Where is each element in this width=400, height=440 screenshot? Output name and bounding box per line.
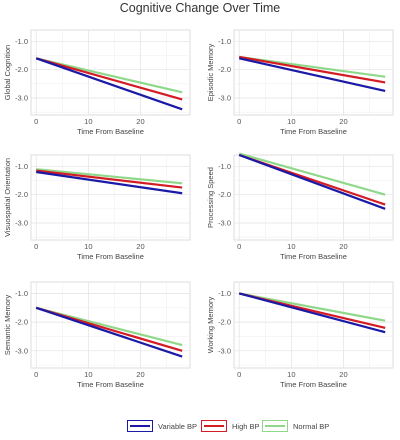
y-axis-label: Episodic Memory	[206, 43, 215, 101]
chart-panel-global-cognition: 0 10 20 -1.0 -2.0 -3.0 Time From Baseline Globa…	[3, 29, 191, 136]
y-tick-label: -2.0	[218, 318, 231, 327]
x-tick-label: 20	[136, 117, 144, 126]
plot-area	[30, 29, 191, 116]
legend-item-variable-bp: Variable BP	[127, 418, 197, 434]
x-tick-label: 10	[84, 370, 92, 379]
chart-panel-processing-speed: 0 10 20 -1.0 -2.0 -3.0 Time From Baseline Proce…	[206, 152, 394, 261]
x-axis-label: Time From Baseline	[77, 127, 144, 136]
y-axis-label: Working Memory	[206, 296, 215, 353]
series-line-high-bp	[239, 55, 386, 84]
x-axis-label: Time From Baseline	[280, 380, 347, 389]
legend-label-variable-bp: Variable BP	[158, 421, 198, 431]
y-tick-label: -1.0	[218, 289, 231, 298]
x-tick-label: 20	[136, 242, 144, 251]
y-tick-label: -3.0	[15, 219, 28, 228]
y-tick-label: -2.0	[15, 65, 28, 74]
chart-panel-working-memory: 0 10 20 -1.0 -2.0 -3.0 Time From Baseline Worki…	[206, 281, 394, 389]
x-tick-label: 10	[287, 370, 295, 379]
y-tick-label: -1.0	[218, 37, 231, 46]
y-axis-label: Visuospatial Orientation	[3, 158, 12, 237]
legend-item-normal-bp: Normal BP	[262, 418, 329, 434]
y-tick-label: -3.0	[15, 346, 28, 355]
legend-label-normal-bp: Normal BP	[293, 421, 330, 431]
y-tick-label: -1.0	[218, 162, 231, 171]
chart-panel-semantic-memory: 0 10 20 -1.0 -2.0 -3.0 Time From Baseline Seman…	[3, 281, 191, 389]
figure-title: Cognitive Change Over Time	[119, 1, 281, 15]
series-line-high-bp	[35, 57, 183, 101]
y-axis-label: Global Cognition	[3, 45, 12, 100]
chart-grid: 0 10 20 -1.0 -2.0 -3.0 Time From Baseline Globa…	[3, 29, 394, 389]
series-line-variable-bp	[238, 57, 386, 92]
x-tick-label: 20	[136, 370, 144, 379]
y-tick-label: -2.0	[218, 190, 231, 199]
y-tick-label: -2.0	[15, 318, 28, 327]
legend-label-high-bp: High BP	[232, 421, 260, 431]
x-tick-label: 0	[237, 117, 241, 126]
legend-item-high-bp: High BP	[201, 418, 260, 434]
series-line-normal-bp	[35, 57, 183, 94]
series-line-normal-bp	[239, 292, 386, 322]
legend-swatch-normal-bp	[262, 420, 288, 432]
legend-swatch-high-bp	[201, 420, 227, 432]
x-tick-label: 20	[339, 242, 347, 251]
series-line-normal-bp	[36, 168, 183, 185]
series-line-normal-bp	[238, 152, 386, 196]
legend: Variable BP High BP Normal BP	[0, 418, 400, 434]
plot-area	[233, 154, 394, 241]
y-tick-label: -3.0	[15, 94, 28, 103]
y-tick-label: -1.0	[15, 162, 28, 171]
x-tick-label: 0	[237, 242, 241, 251]
x-axis-label: Time From Baseline	[77, 252, 144, 261]
x-tick-label: 0	[34, 242, 38, 251]
plot-area	[30, 154, 191, 241]
x-axis-label: Time From Baseline	[280, 127, 347, 136]
x-tick-label: 10	[84, 242, 92, 251]
chart-panel-visuospatial-orientation: 0 10 20 -1.0 -2.0 -3.0 Time From Baseline Visuo…	[3, 154, 191, 261]
series-line-high-bp	[36, 169, 183, 189]
x-tick-label: 10	[287, 242, 295, 251]
x-tick-label: 10	[287, 117, 295, 126]
plot-area	[30, 281, 191, 369]
series-line-variable-bp	[36, 170, 183, 195]
chart-panel-episodic-memory: 0 10 20 -1.0 -2.0 -3.0 Time From Baseline Episo…	[206, 29, 394, 136]
y-axis-label: Semantic Memory	[3, 295, 12, 356]
x-axis-label: Time From Baseline	[77, 380, 144, 389]
y-tick-label: -2.0	[218, 65, 231, 74]
y-tick-label: -1.0	[15, 37, 28, 46]
x-tick-label: 10	[84, 117, 92, 126]
y-tick-label: -2.0	[15, 190, 28, 199]
series-line-variable-bp	[35, 306, 183, 358]
y-tick-label: -3.0	[218, 219, 231, 228]
series-line-variable-bp	[238, 292, 386, 334]
x-tick-label: 20	[339, 117, 347, 126]
x-tick-label: 20	[339, 370, 347, 379]
x-axis-label: Time From Baseline	[280, 252, 347, 261]
x-tick-label: 0	[34, 117, 38, 126]
y-tick-label: -3.0	[218, 94, 231, 103]
plot-area	[233, 29, 394, 116]
series-line-variable-bp	[35, 57, 183, 111]
y-axis-label: Processing Speed	[206, 167, 215, 228]
y-tick-label: -3.0	[218, 346, 231, 355]
y-tick-label: -1.0	[15, 289, 28, 298]
series-line-variable-bp	[238, 153, 386, 210]
x-tick-label: 0	[237, 370, 241, 379]
x-tick-label: 0	[34, 370, 38, 379]
legend-swatch-variable-bp	[127, 420, 153, 432]
